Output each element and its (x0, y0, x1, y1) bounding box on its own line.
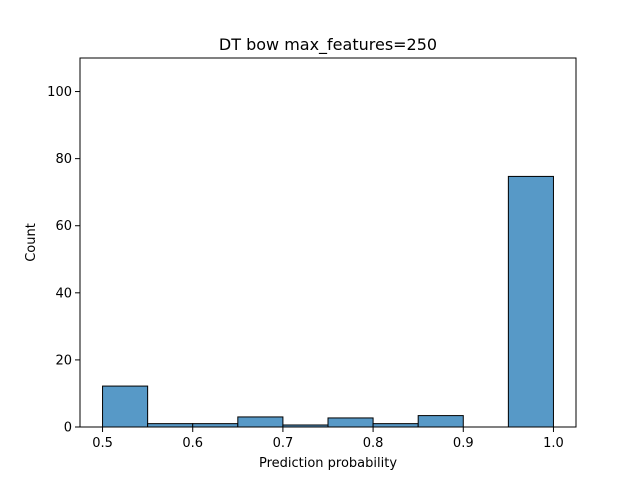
y-tick-label-3: 60 (55, 219, 72, 234)
x-tick-label-0: 0.5 (92, 436, 113, 451)
histogram-bar-9 (507, 175, 554, 428)
y-tick-label-4: 80 (55, 152, 72, 167)
bars-group (102, 175, 554, 428)
y-tick-label-0: 0 (64, 421, 72, 436)
y-tick-label-2: 40 (55, 286, 72, 301)
y-axis-ticks: 0 20 40 60 80 100 (47, 85, 80, 436)
x-tick-label-1: 0.6 (182, 436, 203, 451)
histogram-bar-1 (147, 423, 194, 428)
histogram-bar-5 (327, 417, 374, 428)
histogram-bar-6 (372, 423, 419, 428)
histogram-bar-3 (237, 416, 284, 428)
y-axis-label: Count (24, 223, 39, 262)
histogram-bar-2 (192, 423, 239, 428)
x-tick-label-4: 0.9 (453, 436, 474, 451)
x-axis-ticks: 0.5 0.6 0.7 0.8 0.9 1.0 (92, 427, 564, 451)
y-tick-label-1: 20 (55, 353, 72, 368)
x-tick-label-2: 0.7 (273, 436, 294, 451)
histogram-bar-0 (102, 385, 149, 428)
plot-frame (79, 57, 577, 428)
x-tick-label-3: 0.8 (363, 436, 384, 451)
histogram-bar-7 (417, 415, 464, 428)
x-axis-label: Prediction probability (259, 456, 397, 471)
x-tick-label-5: 1.0 (543, 436, 564, 451)
chart-title: DT bow max_features=250 (219, 35, 437, 55)
y-tick-label-5: 100 (47, 85, 72, 100)
